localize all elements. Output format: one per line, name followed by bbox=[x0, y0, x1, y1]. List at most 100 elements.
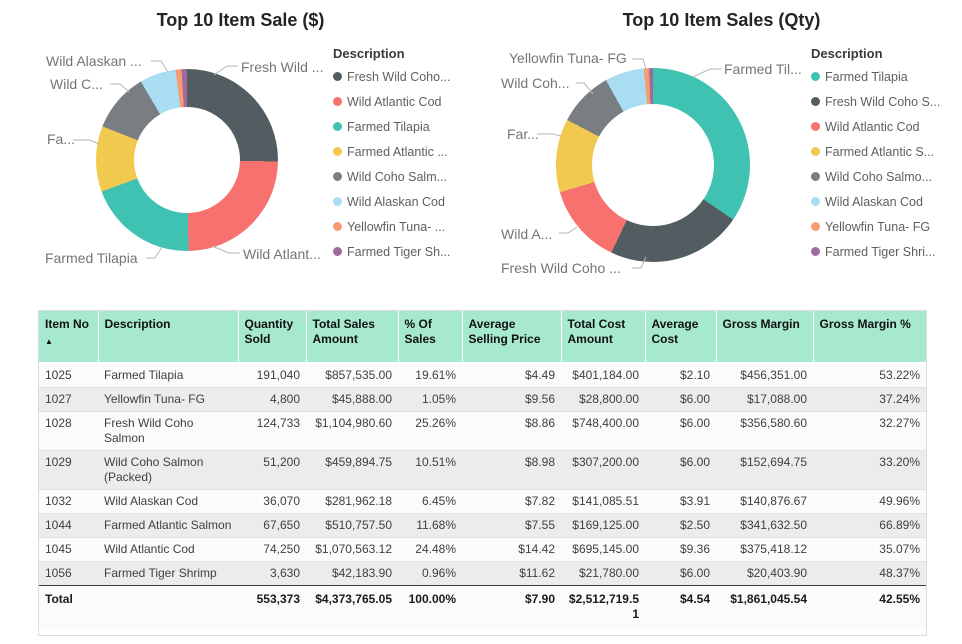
cell[interactable]: 36,070 bbox=[238, 489, 306, 514]
cell[interactable]: $169,125.00 bbox=[561, 513, 645, 538]
cell[interactable]: 67,650 bbox=[238, 513, 306, 538]
legend-item[interactable]: Farmed Tiger Sh... bbox=[333, 245, 483, 259]
cell[interactable]: 4,800 bbox=[238, 387, 306, 412]
cell[interactable]: $307,200.00 bbox=[561, 450, 645, 490]
cell[interactable]: Wild Alaskan Cod bbox=[98, 489, 238, 514]
cell[interactable]: $17,088.00 bbox=[716, 387, 813, 412]
cell[interactable]: $21,780.00 bbox=[561, 561, 645, 586]
cell[interactable]: 1.05% bbox=[398, 387, 462, 412]
cell[interactable]: 53.22% bbox=[813, 363, 926, 388]
cell[interactable]: 51,200 bbox=[238, 450, 306, 490]
cell[interactable]: 74,250 bbox=[238, 537, 306, 562]
cell[interactable]: 19.61% bbox=[398, 363, 462, 388]
cell[interactable]: Wild Coho Salmon (Packed) bbox=[98, 450, 238, 490]
cell[interactable]: 1056 bbox=[39, 561, 98, 586]
cell[interactable]: 37.24% bbox=[813, 387, 926, 412]
cell[interactable]: 191,040 bbox=[238, 363, 306, 388]
table-row[interactable]: 1027 Yellowfin Tuna- FG 4,800 $45,888.00 1.0… bbox=[39, 387, 926, 412]
cell[interactable]: 48.37% bbox=[813, 561, 926, 586]
legend-item[interactable]: Yellowfin Tuna- ... bbox=[333, 220, 483, 234]
cell[interactable]: $42,183.90 bbox=[306, 561, 398, 586]
cell[interactable]: Farmed Tiger Shrimp bbox=[98, 561, 238, 586]
table-row[interactable]: 1029 Wild Coho Salmon (Packed) 51,200 $459,… bbox=[39, 450, 926, 490]
cell[interactable]: $6.00 bbox=[645, 561, 716, 586]
cell[interactable]: $2.50 bbox=[645, 513, 716, 538]
cell[interactable]: $341,632.50 bbox=[716, 513, 813, 538]
column-header-item-no[interactable]: Item No ▲ bbox=[39, 311, 98, 364]
cell[interactable]: 1029 bbox=[39, 450, 98, 490]
cell[interactable]: 1028 bbox=[39, 411, 98, 451]
table-row[interactable]: 1044 Farmed Atlantic Salmon 67,650 $510,757… bbox=[39, 513, 926, 538]
cell[interactable]: 1027 bbox=[39, 387, 98, 412]
cell[interactable]: $281,962.18 bbox=[306, 489, 398, 514]
cell[interactable]: $6.00 bbox=[645, 387, 716, 412]
legend-item[interactable]: Farmed Tilapia bbox=[333, 120, 483, 134]
legend-item[interactable]: Wild Alaskan Cod bbox=[811, 195, 961, 209]
cell[interactable]: 24.48% bbox=[398, 537, 462, 562]
legend-item[interactable]: Wild Coho Salmo... bbox=[811, 170, 961, 184]
legend-item[interactable]: Farmed Tilapia bbox=[811, 70, 961, 84]
column-header-gross-margin[interactable]: Gross Margin bbox=[715, 311, 813, 364]
cell[interactable]: $28,800.00 bbox=[561, 387, 645, 412]
cell[interactable]: $11.62 bbox=[462, 561, 561, 586]
column-header-total-sales-amount[interactable]: Total Sales Amount bbox=[305, 311, 398, 364]
cell[interactable]: 10.51% bbox=[398, 450, 462, 490]
cell[interactable]: $140,876.67 bbox=[716, 489, 813, 514]
cell[interactable]: $45,888.00 bbox=[306, 387, 398, 412]
legend-item[interactable]: Fresh Wild Coho S... bbox=[811, 95, 961, 109]
legend-item[interactable]: Farmed Atlantic ... bbox=[333, 145, 483, 159]
column-header-description[interactable]: Description bbox=[97, 311, 238, 364]
cell[interactable]: $6.00 bbox=[645, 450, 716, 490]
cell[interactable]: 25.26% bbox=[398, 411, 462, 451]
cell[interactable]: 33.20% bbox=[813, 450, 926, 490]
cell[interactable]: $510,757.50 bbox=[306, 513, 398, 538]
cell[interactable]: $2.10 bbox=[645, 363, 716, 388]
legend-item[interactable]: Wild Atlantic Cod bbox=[811, 120, 961, 134]
cell[interactable]: Farmed Tilapia bbox=[98, 363, 238, 388]
cell[interactable]: $1,070,563.12 bbox=[306, 537, 398, 562]
cell[interactable]: $141,085.51 bbox=[561, 489, 645, 514]
cell[interactable]: 1044 bbox=[39, 513, 98, 538]
table-row[interactable]: 1025 Farmed Tilapia 191,040 $857,535.00 19.6… bbox=[39, 363, 926, 388]
column-header--of-sales[interactable]: % Of Sales bbox=[397, 311, 462, 364]
cell[interactable]: 3,630 bbox=[238, 561, 306, 586]
legend-item[interactable]: Yellowfin Tuna- FG bbox=[811, 220, 961, 234]
cell[interactable]: $456,351.00 bbox=[716, 363, 813, 388]
cell[interactable]: $9.56 bbox=[462, 387, 561, 412]
cell[interactable]: $375,418.12 bbox=[716, 537, 813, 562]
cell[interactable]: $152,694.75 bbox=[716, 450, 813, 490]
cell[interactable]: $748,400.00 bbox=[561, 411, 645, 451]
cell[interactable]: $9.36 bbox=[645, 537, 716, 562]
cell[interactable]: 11.68% bbox=[398, 513, 462, 538]
cell[interactable]: $14.42 bbox=[462, 537, 561, 562]
table-row[interactable]: 1056 Farmed Tiger Shrimp 3,630 $42,183.90 0.… bbox=[39, 561, 926, 586]
cell[interactable]: $6.00 bbox=[645, 411, 716, 451]
cell[interactable]: $857,535.00 bbox=[306, 363, 398, 388]
cell[interactable]: $459,894.75 bbox=[306, 450, 398, 490]
cell[interactable]: Farmed Atlantic Salmon bbox=[98, 513, 238, 538]
cell[interactable]: 6.45% bbox=[398, 489, 462, 514]
cell[interactable]: 124,733 bbox=[238, 411, 306, 451]
cell[interactable]: 0.96% bbox=[398, 561, 462, 586]
cell[interactable]: 1032 bbox=[39, 489, 98, 514]
cell[interactable]: $356,580.60 bbox=[716, 411, 813, 451]
column-header-gross-margin-[interactable]: Gross Margin % bbox=[812, 311, 926, 364]
cell[interactable]: 32.27% bbox=[813, 411, 926, 451]
legend-item[interactable]: Wild Atlantic Cod bbox=[333, 95, 483, 109]
column-header-total-cost-amount[interactable]: Total Cost Amount bbox=[560, 311, 645, 364]
legend-item[interactable]: Fresh Wild Coho... bbox=[333, 70, 483, 84]
cell[interactable]: 66.89% bbox=[813, 513, 926, 538]
column-header-average-selling-price[interactable]: Average Selling Price bbox=[461, 311, 561, 364]
column-header-quantity-sold[interactable]: Quantity Sold bbox=[237, 311, 306, 364]
legend-item[interactable]: Wild Alaskan Cod bbox=[333, 195, 483, 209]
cell[interactable]: Wild Atlantic Cod bbox=[98, 537, 238, 562]
cell[interactable]: $4.49 bbox=[462, 363, 561, 388]
table-row[interactable]: 1045 Wild Atlantic Cod 74,250 $1,070,563.12… bbox=[39, 537, 926, 562]
cell[interactable]: $7.82 bbox=[462, 489, 561, 514]
cell[interactable]: $8.86 bbox=[462, 411, 561, 451]
cell[interactable]: 49.96% bbox=[813, 489, 926, 514]
cell[interactable]: $3.91 bbox=[645, 489, 716, 514]
column-header-average-cost[interactable]: Average Cost bbox=[644, 311, 716, 364]
cell[interactable]: 1025 bbox=[39, 363, 98, 388]
cell[interactable]: Yellowfin Tuna- FG bbox=[98, 387, 238, 412]
